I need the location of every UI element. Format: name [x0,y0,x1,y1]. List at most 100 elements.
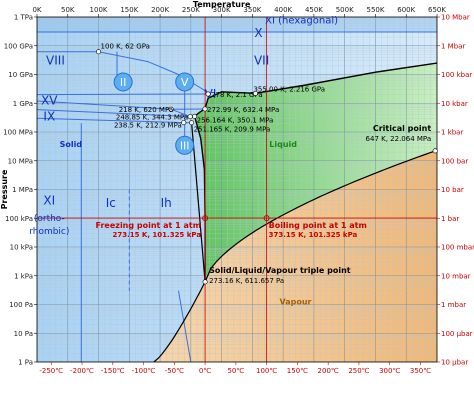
right-tick-label: 10 mbar [441,272,471,280]
annotation-label: 218 K, 620 MPa [119,106,173,114]
top-tick-label: 600K [397,6,415,14]
right-tick-label: 100 kbar [441,71,472,79]
phase-label: XV [41,94,58,108]
boiling-point-value: 373.15 K, 101.325 kPa [269,231,358,239]
annotation-label: 100 K, 62 GPa [101,43,150,51]
top-tick-label: 50K [61,6,75,14]
phase-label: IX [43,110,55,124]
annotation-label: 251.165 K, 209.9 MPa [194,126,271,134]
bottom-tick-label: 250℃ [348,367,369,375]
bottom-tick-label: 50℃ [227,367,244,375]
right-tick-label: 10 kbar [441,100,468,108]
bottom-tick-label: -100℃ [132,367,156,375]
bottom-tick-label: 0℃ [199,367,211,375]
phase-badge-iii [175,135,195,155]
phase-label: Ih [161,196,172,210]
bottom-tick-label: -250℃ [39,367,63,375]
annotation-label: 256.164 K, 350.1 MPa [197,116,274,124]
right-tick-label: 1 Mbar [441,42,465,50]
triple-point-label: Solid/Liquid/Vapour triple point [209,266,351,275]
annotation-point [252,90,258,96]
ice-xi-band [37,17,437,33]
right-tick-label: 1 mbar [441,301,466,309]
annotation-point [205,91,211,97]
top-tick-label: 300K [213,6,231,14]
right-tick-label: 100 bar [441,157,468,165]
left-tick-label: 10 kPa [10,244,33,252]
right-tick-label: 1 bar [441,215,459,223]
phase-label: rhombic) [29,227,69,237]
boiling-point-label: Boiling point at 1 atm [269,221,367,230]
annotation-point [187,114,193,120]
annotation-label: 278 K, 2.1 GPa [211,91,263,99]
bottom-tick-label: 100℃ [256,367,277,375]
annotation-point [181,120,187,126]
freezing-point-value: 273.15 K, 101.325 kPa [112,231,201,239]
critical-point-marker [432,148,438,154]
phase-label: (ortho- [34,214,65,224]
top-tick-label: 650K [428,6,446,14]
phase-label-v: V [181,76,189,89]
annotation-point [189,120,195,126]
top-tick-label: 500K [336,6,354,14]
left-tick-label: 1 TPa [14,14,33,22]
top-tick-label: 100K [90,6,108,14]
triple-point-value: 273.16 K, 611.657 Pa [209,277,284,285]
phase-label: Ic [106,196,116,210]
bottom-tick-label: 350℃ [410,367,431,375]
top-tick-label: 150K [120,6,138,14]
bottom-tick-label: -50℃ [165,367,184,375]
x-axis-title: Temperature [193,0,251,9]
freezing-point-marker [202,215,209,222]
phase-label: X [254,26,262,40]
triple-point-marker [202,279,208,285]
annotation-label: 272.99 K, 632.4 MPa [207,106,279,114]
boiling-point-marker [263,215,270,222]
bottom-tick-label: -200℃ [70,367,94,375]
region-label-liquid: Liquid [269,140,297,149]
sublimation-curve [153,281,206,362]
top-tick-label: 400K [274,6,292,14]
freezing-point-label: Freezing point at 1 atm [96,221,202,230]
region-label-solid: Solid [60,140,83,149]
annotation-point [96,49,102,55]
right-tick-label: 10 Mbar [441,14,470,22]
region-label-vapour: Vapour [279,298,311,307]
annotation-label: 248.85 K, 344.3 MPa [116,114,188,122]
left-tick-label: 100 GPa [4,42,33,50]
annotation-point [192,113,198,119]
critical-point-value: 647 K, 22.064 MPa [366,135,432,143]
critical-point-label: Critical point [373,124,431,133]
bottom-tick-label: 150℃ [287,367,308,375]
phase-label: VII [254,54,269,68]
top-tick-label: 450K [305,6,323,14]
bottom-tick-label: 300℃ [379,367,400,375]
right-tick-label: 10 μbar [441,359,468,367]
left-tick-label: 1 MPa [12,186,33,194]
top-tick-label: 350K [243,6,261,14]
boundary-ii-v [171,108,191,118]
boundary-viii-vi [37,93,209,96]
left-tick-label: 1 GPa [13,100,33,108]
phase-label: XI (hexagonal) [265,15,338,26]
left-tick-label: 10 GPa [8,71,33,79]
liquid-region [194,63,437,282]
top-tick-label: 200K [151,6,169,14]
top-tick-label: 550K [366,6,384,14]
annotation-point [168,106,174,112]
top-tick-label: 0K [32,6,41,14]
boundary-ix [37,117,184,124]
annotation-point [202,106,208,112]
left-tick-label: 10 MPa [8,157,33,165]
right-tick-label: 100 mbar [441,244,474,252]
left-tick-label: 1 Pa [18,359,33,367]
boundary-viii-vii [37,51,209,95]
vaporization-curve [204,150,436,283]
y-axis-title: Pressure [0,169,9,209]
left-tick-label: 1 kPa [14,272,33,280]
phase-badge-v [175,72,195,92]
bottom-tick-label: -150℃ [101,367,125,375]
left-tick-label: 100 MPa [3,129,33,137]
